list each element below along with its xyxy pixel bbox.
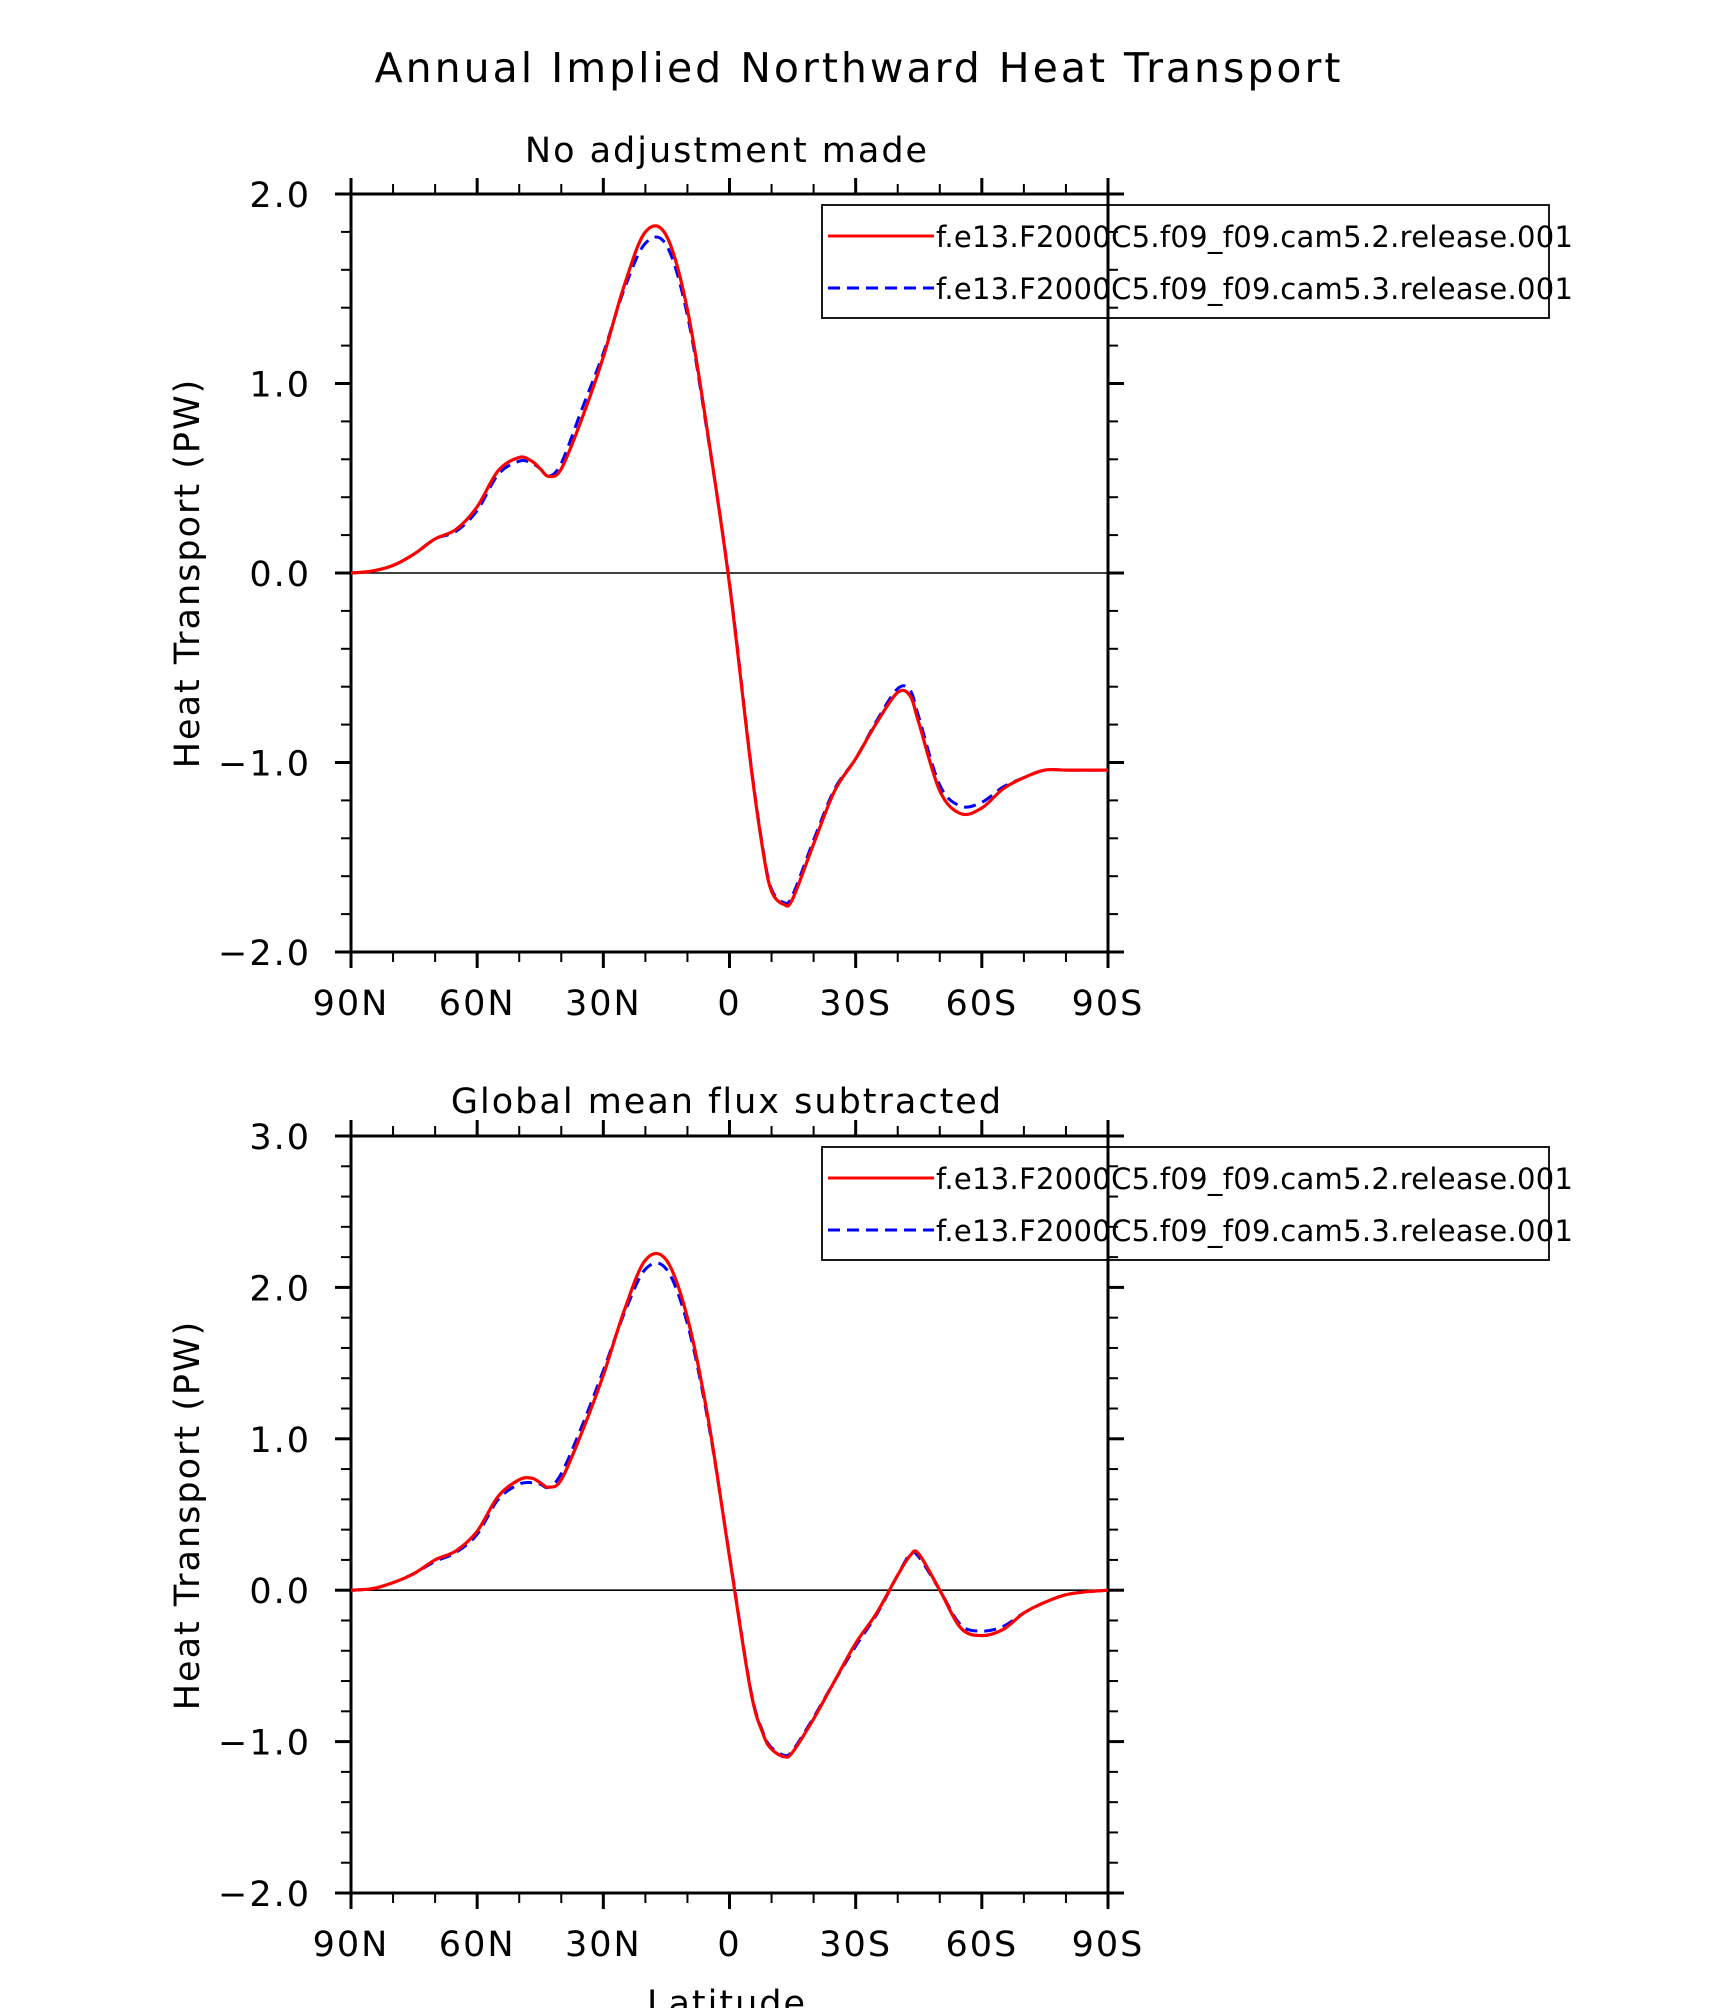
legend-label: f.e13.F2000C5.f09_f09.cam5.2.release.001 (936, 1162, 1573, 1196)
plot-frame (349, 1134, 1110, 1895)
x-tick-label: 90S (1072, 1925, 1145, 1965)
y-tick-label: 2.0 (249, 176, 311, 216)
panel-no-adjustment: No adjustment made Heat Transport (PW) 2… (168, 131, 1573, 1024)
y-tick-label: −2.0 (218, 934, 311, 974)
plot-area (350, 224, 1108, 908)
y-tick-label: 2.0 (249, 1269, 311, 1309)
legend-box (821, 204, 1550, 319)
y-tick-label: −1.0 (218, 745, 311, 785)
plot-area (350, 1251, 1109, 1759)
x-tick-label: 30S (819, 1925, 892, 1965)
x-tick-label: 90N (313, 984, 390, 1024)
x-tick-label: 30N (565, 984, 642, 1024)
x-tick-label: 90N (313, 1925, 390, 1965)
x-tick-label: 30N (565, 1925, 642, 1965)
series-line-cam5-3 (350, 235, 1108, 905)
legend: f.e13.F2000C5.f09_f09.cam5.2.release.001… (821, 1146, 1573, 1261)
x-axis-label: Latitude (647, 1984, 807, 2008)
figure-title: Annual Implied Northward Heat Transport (375, 44, 1344, 92)
legend-label: f.e13.F2000C5.f09_f09.cam5.2.release.001 (936, 220, 1573, 254)
x-tick-label: 60S (945, 1925, 1018, 1965)
x-tick-label: 60N (439, 1925, 516, 1965)
legend: f.e13.F2000C5.f09_f09.cam5.2.release.001… (821, 204, 1573, 319)
y-tick-label: −2.0 (218, 1875, 311, 1915)
series-line-cam5-2 (350, 1251, 1109, 1759)
y-axis-label: Heat Transport (PW) (168, 378, 208, 769)
x-tick-label: 60N (439, 984, 516, 1024)
y-tick-label: 1.0 (249, 366, 311, 406)
legend-label: f.e13.F2000C5.f09_f09.cam5.3.release.001 (936, 1214, 1573, 1248)
x-tick-label: 0 (717, 1925, 741, 1965)
legend-label: f.e13.F2000C5.f09_f09.cam5.3.release.001 (936, 272, 1573, 306)
x-tick-label: 30S (819, 984, 892, 1024)
x-tick-label: 60S (945, 984, 1018, 1024)
series-line-cam5-3 (350, 1261, 1109, 1758)
x-tick-label: 90S (1072, 984, 1145, 1024)
y-tick-label: 0.0 (249, 1572, 311, 1612)
panel-title: Global mean flux subtracted (451, 1082, 1003, 1122)
series-line-cam5-2 (350, 224, 1108, 908)
y-tick-label: 3.0 (249, 1118, 311, 1158)
y-tick-label: −1.0 (218, 1724, 311, 1764)
panel-title: No adjustment made (525, 131, 929, 171)
y-tick-label: 0.0 (249, 555, 311, 595)
x-tick-label: 0 (717, 984, 741, 1024)
panel-global-mean-subtracted: Global mean flux subtracted Heat Transpo… (168, 1082, 1573, 2008)
legend-box (821, 1146, 1550, 1261)
y-axis-label: Heat Transport (PW) (168, 1320, 208, 1711)
y-tick-label: 1.0 (249, 1421, 311, 1461)
